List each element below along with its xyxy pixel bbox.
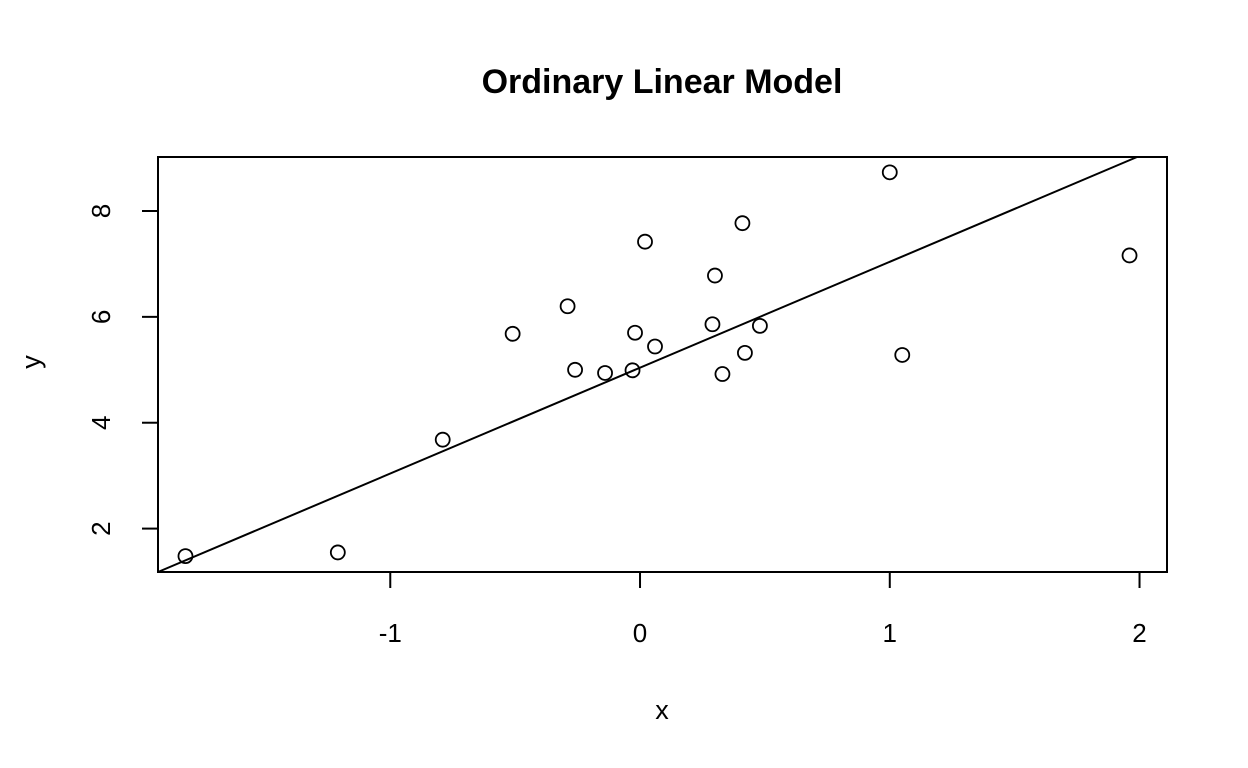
y-tick-label: 2 xyxy=(86,521,116,535)
data-point xyxy=(627,324,643,341)
data-points xyxy=(177,164,1138,565)
x-axis-label: x xyxy=(655,695,669,725)
y-axis-label: y xyxy=(16,355,46,369)
data-point xyxy=(714,366,731,382)
plot-frame xyxy=(157,156,1168,573)
data-point xyxy=(329,544,346,561)
data-point xyxy=(637,233,653,250)
data-point xyxy=(559,298,576,315)
x-tick-label: 1 xyxy=(883,618,897,648)
data-point xyxy=(737,344,753,361)
fit-line-group xyxy=(157,156,1138,573)
data-point xyxy=(567,361,583,378)
y-tick-label: 6 xyxy=(86,310,116,324)
x-axis: -1 0 1 2 xyxy=(379,571,1147,648)
data-point xyxy=(707,267,723,284)
data-point xyxy=(752,317,768,334)
data-point xyxy=(434,431,451,448)
data-point xyxy=(734,215,751,232)
data-point xyxy=(704,316,721,333)
y-tick-label: 8 xyxy=(86,204,116,218)
x-tick-label: 0 xyxy=(633,618,647,648)
y-axis: 2 4 6 8 xyxy=(86,204,158,536)
data-point xyxy=(894,347,911,363)
x-tick-label: -1 xyxy=(379,618,402,648)
data-point xyxy=(624,362,641,379)
data-point xyxy=(1121,247,1138,264)
data-point xyxy=(647,338,663,355)
data-point xyxy=(597,365,613,381)
regression-line xyxy=(157,156,1138,573)
chart-title: Ordinary Linear Model xyxy=(482,63,843,101)
x-tick-label: 2 xyxy=(1132,618,1146,648)
data-point xyxy=(177,548,194,565)
y-tick-label: 4 xyxy=(86,415,116,429)
data-point xyxy=(881,164,898,181)
data-point xyxy=(504,325,521,342)
